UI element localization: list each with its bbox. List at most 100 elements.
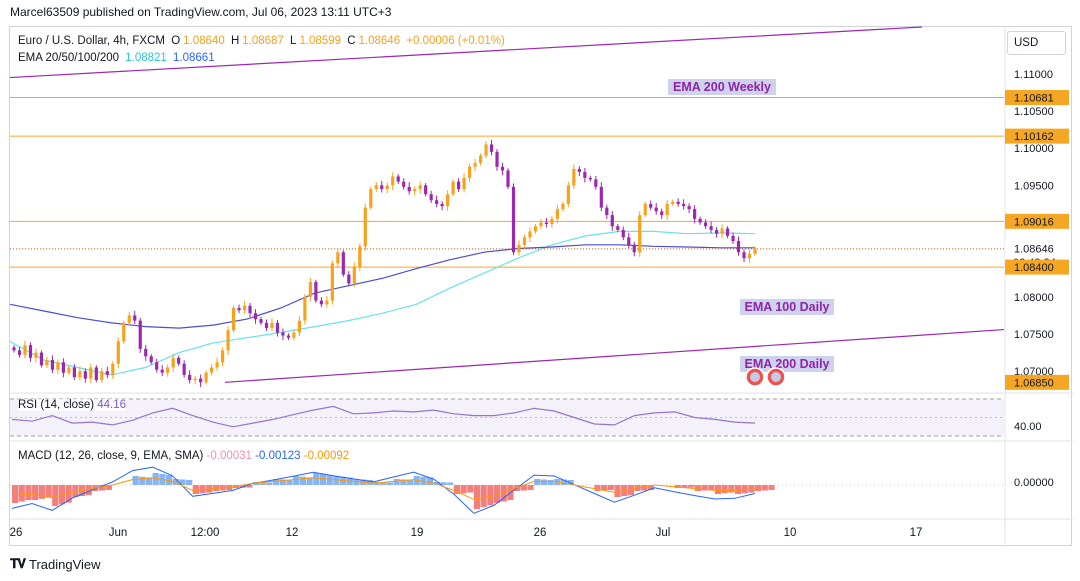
candle (264, 319, 269, 331)
macd-bar (400, 479, 407, 485)
candle (660, 208, 664, 220)
candle (182, 360, 186, 378)
rsi-legend: RSI (14, close) 44.16 (18, 399, 127, 411)
candle (522, 234, 527, 249)
macd-bar (186, 479, 193, 485)
macd-bar (694, 485, 701, 491)
candle (303, 294, 307, 325)
candle (605, 204, 609, 220)
candle (193, 375, 197, 385)
macd-bar (427, 477, 434, 485)
rsi-label[interactable]: RSI (14, close) (18, 399, 95, 411)
macd-bar (560, 479, 568, 485)
macd-bar (52, 485, 59, 506)
candle (83, 368, 87, 383)
rsi-value: 44.16 (97, 399, 127, 411)
macd-bar (45, 485, 52, 498)
candle (506, 168, 510, 190)
svg-text:EMA 200 Weekly: EMA 200 Weekly (673, 80, 771, 94)
candle (742, 249, 746, 263)
candle (714, 227, 719, 238)
time-tick: 19 (411, 527, 424, 539)
macd-bar (313, 473, 320, 485)
macd-bar (386, 482, 394, 485)
candle (292, 329, 296, 341)
candle (682, 199, 686, 210)
candle (286, 333, 291, 340)
candle (61, 358, 65, 378)
symbol-name[interactable]: Euro / U.S. Dollar, 4h, FXCM (18, 35, 165, 47)
macd-bar (701, 485, 708, 491)
candle (270, 318, 274, 332)
candle (111, 360, 115, 379)
tradingview-logo[interactable]: 𝐓𝐕 TradingView (10, 556, 101, 572)
candle (429, 190, 433, 204)
ema-fast-value: 1.08821 (125, 52, 167, 64)
candle (407, 182, 411, 195)
macd-bar (493, 485, 501, 503)
candle (517, 240, 521, 256)
candle (533, 223, 538, 234)
candle (341, 250, 345, 277)
level-price-label: 1.09016 (1005, 213, 1069, 229)
candle (248, 302, 252, 318)
candle (731, 232, 735, 244)
time-tick: 26 (10, 527, 23, 539)
candle (138, 317, 142, 353)
lower-trendline (224, 328, 1005, 383)
close-value: 1.08646 (358, 35, 401, 47)
candle (105, 366, 109, 379)
macd-bar (286, 479, 293, 485)
macd-bar (755, 485, 762, 491)
candle (17, 346, 22, 358)
macd-label[interactable]: MACD (12, 26, close, 9, EMA, SMA) (18, 450, 204, 462)
macd-bar (139, 476, 146, 485)
candle (555, 205, 559, 224)
candle (413, 186, 417, 196)
svg-text:EMA 100 Daily: EMA 100 Daily (745, 300, 830, 314)
candle (50, 355, 55, 374)
candle (753, 246, 757, 256)
candle (308, 277, 312, 302)
macd-bar (674, 485, 681, 488)
candle (220, 347, 225, 367)
macd-bar (192, 485, 199, 494)
macd-bar (306, 477, 313, 485)
candle (23, 340, 27, 359)
macd-bar (326, 474, 333, 485)
macd-bar (319, 473, 327, 485)
candle (693, 205, 697, 224)
candle (511, 183, 516, 256)
economic-event-flag-icon (766, 367, 786, 387)
macd-bar (627, 485, 635, 496)
candle (336, 248, 340, 269)
rsi-axis-label: 40.00 (1014, 421, 1042, 433)
macd-bar (714, 485, 722, 494)
candle (638, 211, 642, 257)
symbol-legend: Euro / U.S. Dollar, 4h, FXCM O 1.08640 H 1… (18, 35, 508, 47)
svg-text:1.10681: 1.10681 (1014, 93, 1054, 105)
candle (440, 201, 444, 211)
candle (424, 183, 428, 197)
time-tick: Jun (109, 527, 128, 539)
svg-text:1.06850: 1.06850 (1014, 377, 1054, 389)
candle (495, 149, 499, 171)
level-price-label: 1.06850 (1005, 374, 1069, 390)
candle (127, 312, 131, 326)
macd-hist-value: -0.00031 (206, 450, 252, 462)
ema-label[interactable]: EMA 20/50/100/200 (18, 52, 120, 64)
macd-bar (768, 485, 775, 491)
macd-bar (179, 479, 186, 485)
macd-bar (547, 479, 554, 485)
high-label: H (230, 35, 240, 47)
open-value: 1.08640 (183, 35, 225, 47)
candle (720, 224, 724, 239)
macd-axis-label: 0.00000 (1014, 477, 1054, 489)
candle (583, 167, 587, 183)
open-label: O (171, 35, 181, 47)
candle (89, 363, 93, 384)
candle (297, 316, 302, 336)
currency-button[interactable]: USD (1007, 31, 1066, 55)
candle (385, 182, 389, 194)
